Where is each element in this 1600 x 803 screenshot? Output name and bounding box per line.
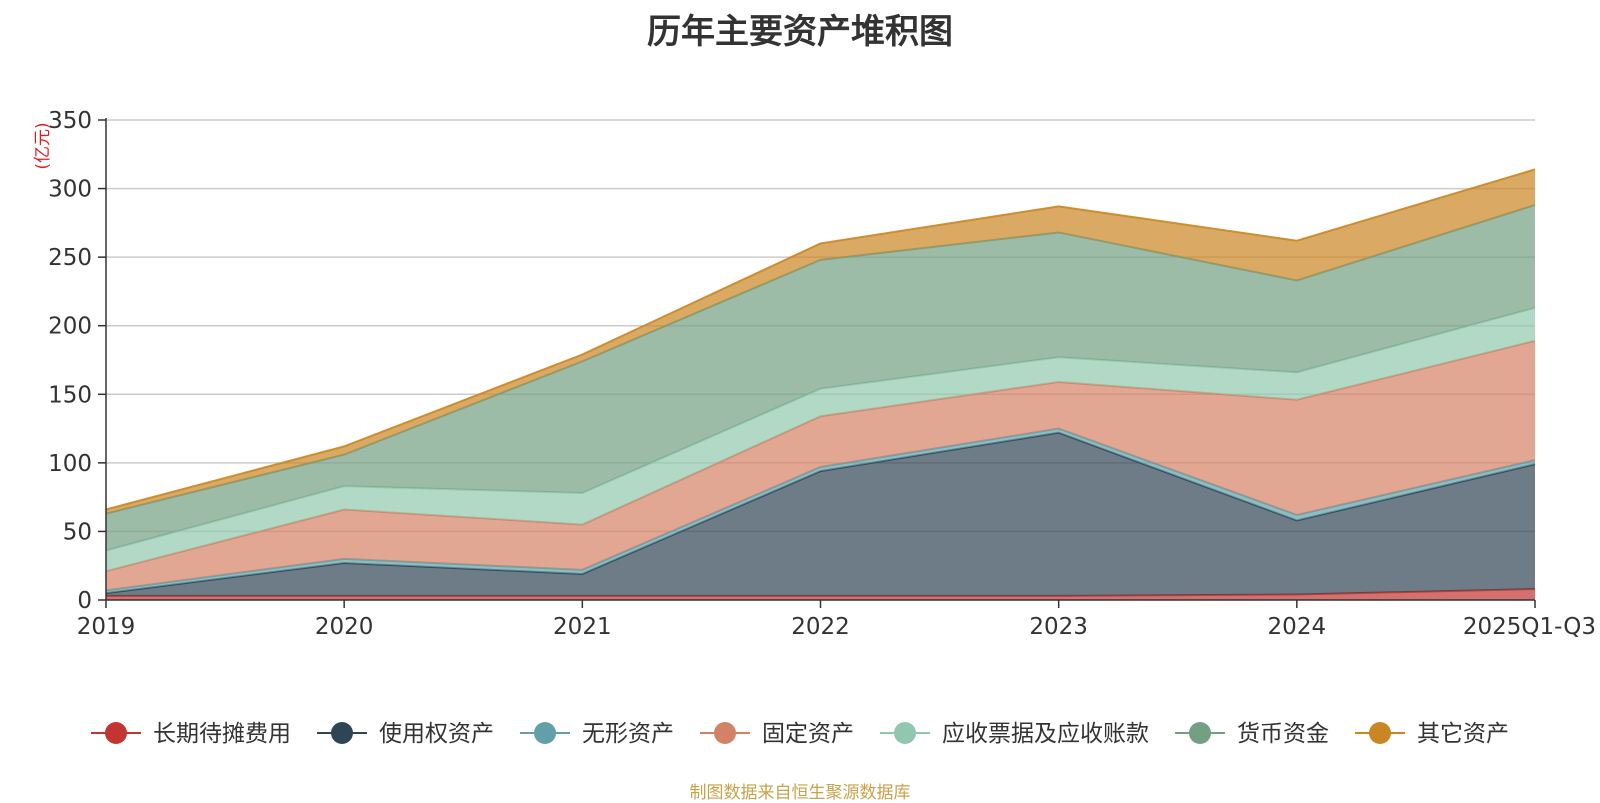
legend-marker — [1369, 722, 1391, 744]
area-长期待摊费用 — [106, 589, 1535, 600]
area-series — [105, 168, 1536, 600]
legend-label: 货币资金 — [1237, 721, 1329, 747]
x-tick-label: 2021 — [553, 614, 612, 640]
y-tick-label: 250 — [48, 245, 92, 271]
legend-label: 其它资产 — [1417, 721, 1509, 747]
legend-marker — [331, 722, 353, 744]
area-固定资产 — [106, 340, 1535, 591]
legend-marker — [714, 722, 736, 744]
y-unit-label: (亿元) — [33, 122, 53, 169]
y-tick-label: 300 — [48, 177, 92, 203]
legend-marker — [534, 722, 556, 744]
y-tick-label: 150 — [48, 382, 92, 408]
y-tick-label: 200 — [48, 314, 92, 340]
source-note: 制图数据来自恒生聚源数据库 — [689, 783, 911, 803]
legend: 长期待摊费用 使用权资产 无形资产 固定资产 应收票据及应收账款 货币资金 其它资产 — [91, 721, 1509, 747]
area-其它资产 — [106, 169, 1535, 514]
legend-item-长期待摊费用[interactable]: 长期待摊费用 — [91, 721, 291, 747]
legend-label: 无形资产 — [582, 721, 674, 747]
area-使用权资产 — [106, 432, 1535, 596]
legend-marker — [894, 722, 916, 744]
x-tick-label: 2020 — [315, 614, 374, 640]
legend-label: 固定资产 — [762, 721, 854, 747]
legend-item-其它资产[interactable]: 其它资产 — [1355, 721, 1509, 747]
legend-marker — [105, 722, 127, 744]
chart-title: 历年主要资产堆积图 — [647, 12, 953, 52]
x-tick-label: 2025Q1-Q3 — [1463, 614, 1596, 640]
axes: 0 50 100 150 200 250 300 350 2019 2020 2021 2022 202… — [33, 108, 1596, 640]
legend-item-使用权资产[interactable]: 使用权资产 — [317, 721, 494, 747]
x-tick-label: 2019 — [77, 614, 136, 640]
legend-label: 长期待摊费用 — [153, 721, 291, 747]
line-其它资产 — [105, 168, 1536, 511]
y-tick-label: 100 — [48, 451, 92, 477]
x-tick-label: 2024 — [1268, 614, 1327, 640]
legend-item-固定资产[interactable]: 固定资产 — [700, 721, 854, 747]
area-应收票据及应收账款 — [106, 307, 1535, 572]
y-tick-label: 0 — [77, 588, 92, 614]
area-货币资金 — [106, 205, 1535, 551]
legend-marker — [1189, 722, 1211, 744]
line-货币资金 — [105, 204, 1536, 515]
x-tick-label: 2023 — [1029, 614, 1088, 640]
y-tick-label: 350 — [48, 108, 92, 134]
legend-label: 使用权资产 — [379, 721, 494, 747]
legend-item-货币资金[interactable]: 货币资金 — [1175, 721, 1329, 747]
x-tick-label: 2022 — [791, 614, 850, 640]
legend-label: 应收票据及应收账款 — [942, 721, 1149, 747]
legend-item-无形资产[interactable]: 无形资产 — [520, 721, 674, 747]
legend-item-应收票据及应收账款[interactable]: 应收票据及应收账款 — [880, 721, 1149, 747]
y-tick-label: 50 — [63, 519, 92, 545]
